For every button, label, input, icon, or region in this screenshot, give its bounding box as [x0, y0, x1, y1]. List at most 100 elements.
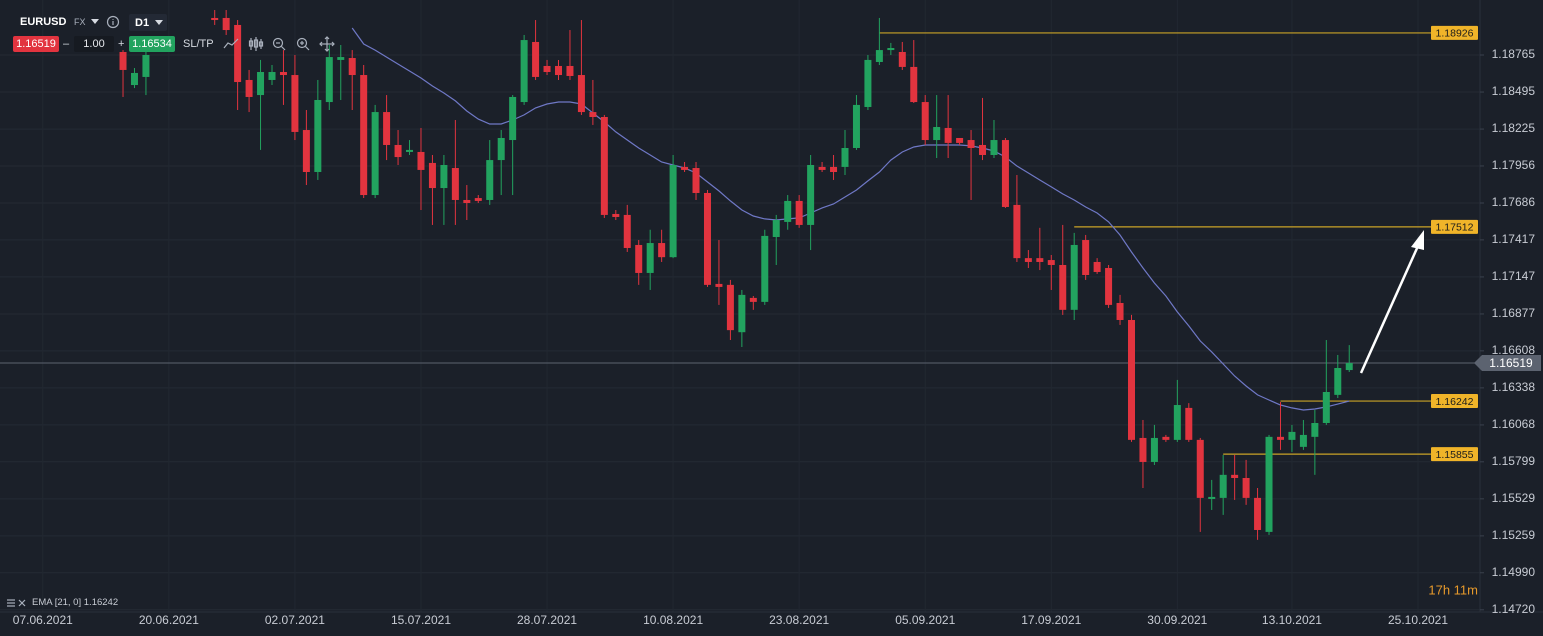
- candle-body: [1013, 204, 1021, 259]
- candle-body: [612, 213, 620, 217]
- candle-body: [646, 243, 654, 273]
- candle-body: [979, 144, 987, 155]
- info-icon[interactable]: [106, 15, 120, 29]
- candle-body: [1128, 319, 1135, 440]
- level-label: 1.18926: [1436, 28, 1474, 40]
- symbol-dropdown[interactable]: [90, 18, 100, 26]
- candle-body: [818, 166, 826, 170]
- indicators-icon[interactable]: [248, 36, 264, 52]
- level-tag: [1431, 447, 1478, 462]
- y-tick-label: 1.16608: [1492, 343, 1536, 357]
- candle-body: [1162, 436, 1170, 440]
- candle-body: [956, 137, 964, 143]
- x-tick-label: 13.10.2021: [1262, 613, 1322, 627]
- candle-body: [1024, 258, 1032, 262]
- buy-button[interactable]: 1.16534: [129, 36, 175, 52]
- candle-body: [532, 41, 540, 77]
- y-tick-label: 1.16068: [1492, 417, 1536, 431]
- pan-icon[interactable]: [319, 36, 337, 52]
- x-tick-label: 20.06.2021: [139, 613, 199, 627]
- quantity[interactable]: 1.00: [74, 36, 114, 52]
- sl-tp-button[interactable]: SL/TP: [183, 38, 214, 50]
- candle-body: [474, 198, 482, 201]
- y-tick-label: 1.16877: [1492, 306, 1536, 320]
- candle-body: [509, 96, 517, 141]
- sell-button[interactable]: 1.16519: [13, 36, 59, 52]
- candle-body: [1196, 439, 1204, 498]
- y-tick-label: 1.17417: [1492, 232, 1536, 246]
- y-tick-label: 1.18765: [1492, 47, 1536, 61]
- x-tick-label: 25.10.2021: [1388, 613, 1448, 627]
- y-tick-label: 1.15259: [1492, 528, 1536, 542]
- indicator-controls[interactable]: [6, 598, 28, 608]
- candle-body: [1242, 477, 1250, 498]
- candle-body: [302, 130, 310, 172]
- candle-body: [1093, 261, 1101, 272]
- candle-body: [1185, 407, 1193, 440]
- y-tick-label: 1.14720: [1492, 602, 1536, 616]
- candle-body: [990, 140, 998, 155]
- indicator-name: EMA [21, 0]: [32, 597, 82, 608]
- candle-body: [841, 147, 849, 167]
- candle-body: [1231, 474, 1239, 478]
- candle-body: [348, 58, 356, 76]
- quantity-minus[interactable]: –: [63, 38, 70, 50]
- candle-body: [830, 166, 838, 172]
- y-tick-label: 1.17147: [1492, 269, 1536, 283]
- quantity-plus[interactable]: +: [118, 38, 125, 50]
- candle-body: [314, 99, 322, 172]
- candle-body: [211, 17, 219, 21]
- candle-body: [245, 79, 253, 97]
- candle-body: [623, 214, 631, 248]
- candle-body: [1311, 422, 1319, 437]
- level-tag: [1431, 25, 1478, 40]
- candle-body: [944, 127, 952, 143]
- candle-body: [394, 144, 402, 158]
- candle-body: [520, 40, 528, 103]
- candle-body: [933, 127, 941, 141]
- symbol[interactable]: EURUSD: [20, 16, 67, 28]
- candle-body: [1070, 244, 1078, 310]
- candle-body: [635, 244, 643, 273]
- x-tick-label: 30.09.2021: [1147, 613, 1207, 627]
- zoom-in-icon[interactable]: [296, 37, 310, 51]
- candle-body: [681, 166, 689, 170]
- candle-body: [440, 165, 448, 189]
- trend-arrow: [1359, 230, 1424, 374]
- y-tick-label: 1.16338: [1492, 380, 1536, 394]
- timeframe-box[interactable]: [129, 14, 167, 31]
- indicator-value: 1.16242: [83, 597, 119, 608]
- candle-body: [1288, 431, 1296, 440]
- timeframe[interactable]: D1: [135, 17, 150, 29]
- candle-body: [658, 243, 666, 258]
- x-tick-label: 02.07.2021: [265, 613, 325, 627]
- level-label: 1.16242: [1436, 396, 1474, 408]
- zoom-out-icon[interactable]: [272, 37, 286, 51]
- x-tick-label: 23.08.2021: [769, 613, 829, 627]
- candle-body: [1254, 497, 1262, 530]
- candle-body: [1276, 436, 1284, 440]
- candle-body: [795, 200, 803, 225]
- candle-body: [119, 51, 127, 70]
- last-price-label: 1.16519: [1489, 356, 1533, 370]
- y-tick-label: 1.15799: [1492, 454, 1536, 468]
- candle-body: [1139, 437, 1147, 462]
- candle-body: [268, 72, 276, 80]
- candle-body: [428, 162, 436, 189]
- timeframe-dropdown[interactable]: [154, 19, 164, 27]
- candle-body: [371, 112, 379, 196]
- candle-body: [130, 72, 138, 86]
- candle-body: [898, 51, 906, 67]
- candle-body: [807, 165, 815, 225]
- x-tick-label: 05.09.2021: [895, 613, 955, 627]
- last-price-tag: [1474, 355, 1541, 372]
- candle-body: [1322, 391, 1330, 423]
- chart-type-icon[interactable]: [223, 37, 239, 51]
- candle-body: [497, 137, 505, 161]
- level-tag: [1431, 394, 1478, 409]
- candle-countdown: 17h 11m: [1428, 582, 1478, 597]
- candle-body: [406, 149, 414, 152]
- candle-body: [1219, 474, 1227, 498]
